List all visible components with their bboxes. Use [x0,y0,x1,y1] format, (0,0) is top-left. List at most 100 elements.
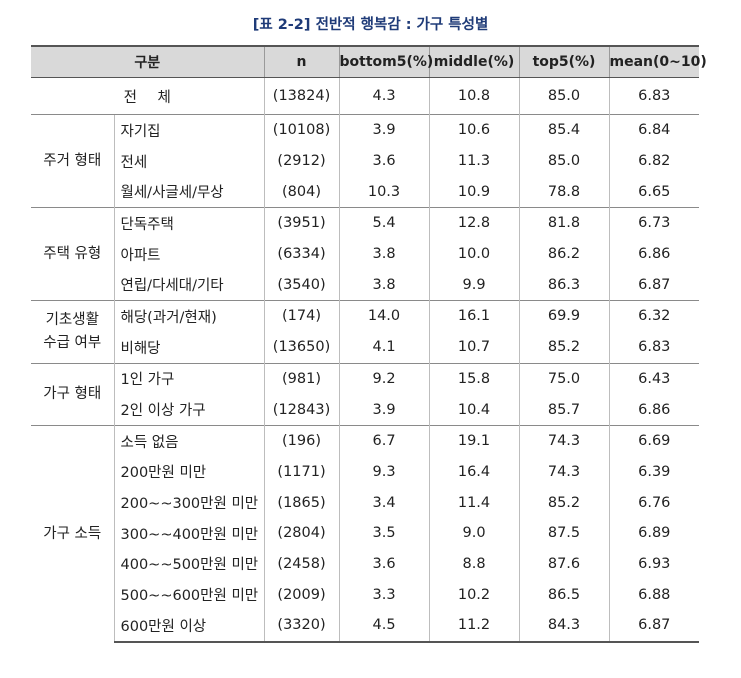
cell-mean: 6.73 [608,207,700,239]
cell-middle: 10.2 [428,579,520,610]
cell-bottom5: 3.6 [338,145,430,177]
cell-bottom5: 4.5 [338,610,430,643]
cell-n: (1865) [263,487,340,518]
row-label: 300~~400만원 미만 [113,517,265,549]
cell-mean: 6.32 [608,300,700,332]
table-row: 500~~600만원 미만 (2009) 3.3 10.2 86.5 6.88 [31,579,700,610]
cell-top5: 74.3 [518,456,610,488]
cell-bottom5: 6.7 [338,424,430,457]
cell-top5: 86.2 [518,238,610,270]
row-label: 해당(과거/현재) [113,300,265,332]
table-row: 비해당 (13650) 4.1 10.7 85.2 6.83 [31,331,700,363]
table-row: 월세/사글세/무상 (804) 10.3 10.9 78.8 6.65 [31,176,700,208]
cell-mean: 6.82 [608,145,700,177]
table-row: 아파트 (6334) 3.8 10.0 86.2 6.86 [31,238,700,270]
cell-bottom5: 9.2 [338,362,430,395]
cell-top5: 85.2 [518,331,610,363]
table-row: 가구 소득 소득 없음 (196) 6.7 19.1 74.3 6.69 [31,424,700,642]
cell-mean: 6.65 [608,176,700,208]
group-label: 가구 형태 [31,362,114,426]
row-label: 단독주택 [113,207,265,239]
table-row: 주거 형태 자기집 (10108) 3.9 10.6 85.4 6.84 [31,113,700,208]
total-label: 전 체 [123,89,171,106]
cell-middle: 11.2 [428,610,520,643]
cell-middle: 9.0 [428,517,520,549]
cell-top5: 75.0 [518,362,610,395]
cell-top5: 69.9 [518,300,610,332]
header-category: 구분 [31,45,265,78]
cell-mean: 6.69 [608,424,700,457]
cell-top5: 85.2 [518,487,610,518]
cell-bottom5: 3.8 [338,238,430,270]
cell-mean: 6.88 [608,579,700,610]
total-row: 전 체 (13824) 4.3 10.8 85.0 6.83 [31,77,700,115]
cell-bottom5: 4.1 [338,331,430,363]
cell-n: (196) [263,424,340,457]
header-n: n [263,45,340,78]
cell-mean: 6.76 [608,487,700,518]
cell-n: (174) [263,300,340,332]
cell-bottom5: 3.8 [338,269,430,301]
cell-bottom5: 3.5 [338,517,430,549]
cell-middle: 10.0 [428,238,520,270]
cell-bottom5: 5.4 [338,207,430,239]
cell-middle: 19.1 [428,424,520,457]
table-row: 기초생활 수급 여부 해당(과거/현재) (174) 14.0 16.1 69.9 6.32 [31,300,700,363]
header-mean: mean(0~10) [608,45,707,78]
total-n: (13824) [263,77,340,115]
group-label: 주거 형태 [31,113,114,208]
cell-n: (3951) [263,207,340,239]
table-row: 200~~300만원 미만 (1865) 3.4 11.4 85.2 6.76 [31,487,700,518]
cell-mean: 6.83 [608,331,700,363]
cell-mean: 6.87 [608,610,700,643]
row-label: 전세 [113,145,265,177]
header-top5: top5(%) [518,45,610,78]
cell-mean: 6.89 [608,517,700,549]
row-label: 소득 없음 [113,424,265,457]
row-label: 200만원 미만 [113,456,265,488]
cell-bottom5: 3.3 [338,579,430,610]
cell-middle: 11.3 [428,145,520,177]
header-bottom5: bottom5(%) [338,45,433,78]
table-row: 주택 유형 단독주택 (3951) 5.4 12.8 81.8 6.73 [31,207,700,301]
table-row: 연립/다세대/기타 (3540) 3.8 9.9 86.3 6.87 [31,269,700,301]
table-row: 400~~500만원 미만 (2458) 3.6 8.8 87.6 6.93 [31,548,700,580]
cell-top5: 85.0 [518,145,610,177]
cell-mean: 6.84 [608,113,700,146]
total-top5: 85.0 [518,77,610,115]
row-label: 비해당 [113,331,265,363]
cell-mean: 6.86 [608,238,700,270]
cell-n: (12843) [263,394,340,426]
cell-bottom5: 3.9 [338,394,430,426]
row-label: 아파트 [113,238,265,270]
cell-n: (2458) [263,548,340,580]
cell-n: (3540) [263,269,340,301]
cell-mean: 6.43 [608,362,700,395]
cell-n: (3320) [263,610,340,643]
cell-top5: 87.6 [518,548,610,580]
row-label: 600만원 이상 [113,610,265,643]
cell-middle: 10.9 [428,176,520,208]
total-mean: 6.83 [608,77,700,115]
row-label: 월세/사글세/무상 [113,176,265,208]
table-title: [표 2-2] 전반적 행복감 : 가구 특성별 [252,17,489,33]
cell-middle: 10.7 [428,331,520,363]
table-row: 2인 이상 가구 (12843) 3.9 10.4 85.7 6.86 [31,394,700,426]
row-label: 1인 가구 [113,362,265,395]
happiness-table: 구분 n bottom5(%) middle(%) top5(%) mean(0… [31,45,707,643]
table-row: 600만원 이상 (3320) 4.5 11.2 84.3 6.87 [31,610,700,643]
cell-top5: 78.8 [518,176,610,208]
table-row: 200만원 미만 (1171) 9.3 16.4 74.3 6.39 [31,456,700,488]
cell-middle: 15.8 [428,362,520,395]
header-middle: middle(%) [428,45,520,78]
cell-top5: 86.5 [518,579,610,610]
cell-middle: 9.9 [428,269,520,301]
cell-bottom5: 14.0 [338,300,430,332]
cell-middle: 10.6 [428,113,520,146]
total-bottom5: 4.3 [338,77,430,115]
cell-n: (10108) [263,113,340,146]
cell-middle: 8.8 [428,548,520,580]
cell-n: (13650) [263,331,340,363]
table-row: 전세 (2912) 3.6 11.3 85.0 6.82 [31,145,700,177]
total-middle: 10.8 [428,77,520,115]
